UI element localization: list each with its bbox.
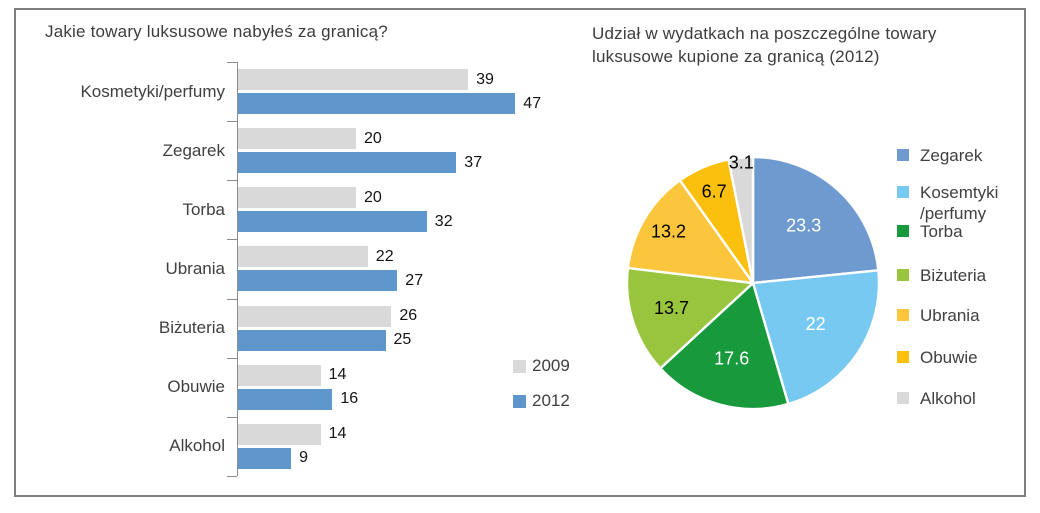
pie-slice-value-label: 22	[806, 314, 826, 334]
pie-legend-item: Zegarek	[897, 145, 982, 166]
category-label: Kosmetyki/perfumy	[80, 81, 225, 101]
pie-legend-label: Obuwie	[920, 348, 978, 367]
category-label: Obuwie	[167, 377, 225, 397]
bar-2012	[238, 388, 333, 410]
bar-value-label: 25	[393, 331, 412, 349]
pie-slice	[751, 269, 881, 406]
axis-tick	[227, 475, 237, 477]
pie-slice-value-label: 13.7	[654, 298, 689, 318]
bar-value-label: 32	[434, 212, 453, 230]
axis-tick	[227, 416, 237, 418]
category-label: Torba	[182, 199, 225, 219]
axis-tick	[227, 239, 237, 241]
legend-label: 2009	[532, 356, 570, 375]
bar-2009	[238, 187, 356, 209]
category-label: Ubrania	[165, 258, 225, 278]
pie-slice-value-label: 17.6	[714, 348, 749, 368]
bar-2012	[238, 211, 427, 233]
bar-2012	[238, 329, 386, 351]
pie-legend-item: Biżuteria	[897, 265, 986, 286]
bar-value-label: 37	[464, 153, 483, 171]
pie-legend-label: Alkohol	[920, 389, 976, 408]
bar-2012	[238, 270, 398, 292]
pie-legend-label: Torba	[920, 222, 963, 241]
bar-2009	[238, 364, 321, 386]
pie-slice	[625, 266, 755, 370]
category-label: Biżuteria	[158, 318, 225, 338]
pie-slice-value-label: 13.2	[651, 222, 686, 242]
legend-swatch	[513, 359, 526, 373]
pie-legend-swatch	[897, 351, 909, 363]
axis-tick	[227, 180, 237, 182]
pie-legend-label: Zegarek	[920, 146, 983, 165]
bar-2009	[238, 128, 356, 150]
pie-legend-item: Torba	[897, 221, 963, 242]
pie-legend-swatch	[897, 269, 909, 281]
bar-2012	[238, 152, 457, 174]
pie-slice-value-label: 6.7	[702, 181, 727, 201]
pie-legend-swatch	[897, 309, 909, 321]
bar-value-label: 27	[405, 271, 424, 289]
bar-value-label: 22	[375, 247, 394, 265]
pie-chart: 23.3 22 17.6 13.7 13.2 6.73.1	[625, 153, 881, 411]
pie-legend-item: Kosemtyki /perfumy	[897, 182, 998, 224]
axis-tick	[227, 298, 237, 300]
pie-legend-swatch	[897, 186, 909, 198]
bar-value-label: 16	[340, 390, 359, 408]
pie-legend-item: Ubrania	[897, 305, 980, 326]
pie-legend-item: Obuwie	[897, 347, 978, 368]
legend-swatch	[513, 394, 526, 408]
bar-value-label: 26	[399, 307, 418, 325]
bar-value-label: 20	[364, 188, 382, 206]
pie-legend-item: Alkohol	[897, 388, 976, 409]
bar-2009	[238, 69, 469, 90]
pie-legend-label: Ubrania	[920, 306, 980, 325]
bar-value-label: 14	[328, 366, 347, 384]
pie-slice	[626, 179, 755, 285]
legend-label: 2012	[532, 391, 570, 410]
bar-value-label: 9	[299, 449, 308, 467]
bar-2012	[238, 93, 516, 114]
pie-slice	[727, 155, 755, 285]
axis-tick	[227, 121, 237, 123]
bar-2012	[238, 447, 292, 469]
bar-2009	[238, 246, 368, 268]
pie-slice	[751, 155, 880, 285]
category-label: Alkohol	[169, 436, 225, 456]
bar-2009	[238, 305, 392, 327]
pie-legend-swatch	[897, 149, 909, 161]
chart-frame: Jakie towary luksusowe nabyłeś za granic…	[14, 8, 1026, 497]
axis-tick	[227, 62, 237, 63]
pie-chart-title: Udział w wydatkach na poszczególne towar…	[592, 24, 937, 66]
pie-slice-value-label: 23.3	[786, 216, 821, 236]
legend-item-2012: 2012	[513, 391, 570, 411]
bar-value-label: 47	[523, 94, 542, 112]
bar-2009	[238, 423, 321, 445]
bar-chart-title: Jakie towary luksusowe nabyłeś za granic…	[45, 22, 388, 41]
category-label: Zegarek	[162, 140, 225, 160]
pie-legend-label: Biżuteria	[920, 266, 987, 285]
pie-legend-label: Kosemtyki /perfumy	[920, 183, 999, 223]
bar-value-label: 14	[328, 425, 347, 443]
pie-slice	[659, 281, 790, 411]
bar-value-label: 39	[476, 70, 494, 88]
bar-value-label: 20	[364, 129, 382, 147]
axis-tick	[227, 357, 237, 359]
legend-item-2009: 2009	[513, 356, 570, 376]
pie-slice-value-label: 3.1	[729, 153, 754, 173]
pie-legend-swatch	[897, 392, 909, 404]
y-axis-line	[237, 62, 238, 476]
pie-legend-swatch	[897, 225, 909, 237]
